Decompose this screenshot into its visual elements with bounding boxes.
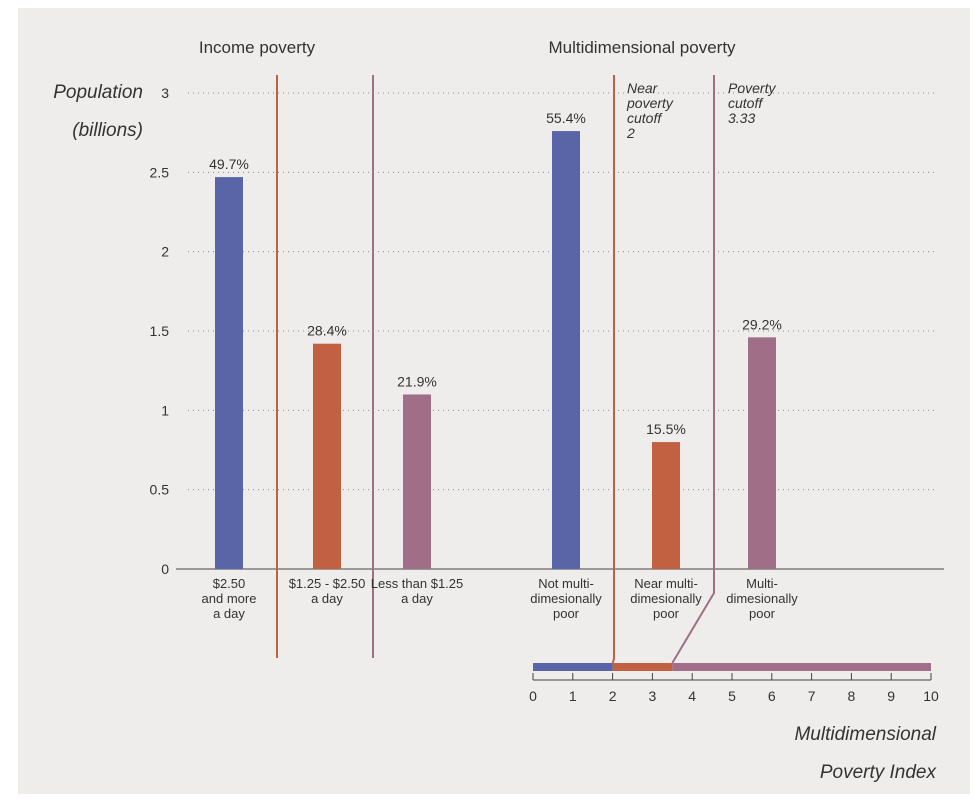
category-label: a day	[311, 591, 343, 606]
y-axis-label: Population	[53, 82, 143, 103]
y-axis-label: (billions)	[72, 120, 143, 141]
near-poverty-cutoff-line	[611, 75, 615, 664]
y-tick-label: 2	[161, 244, 169, 260]
mpi-tick-label: 9	[887, 688, 895, 704]
bar	[215, 177, 243, 570]
mpi-tick-label: 2	[609, 688, 617, 704]
category-label: poor	[553, 606, 580, 621]
bar	[552, 131, 580, 569]
category-label: and more	[202, 591, 257, 606]
bar	[403, 394, 431, 569]
mpi-tick-label: 6	[768, 688, 776, 704]
mpi-segment	[612, 663, 673, 671]
poverty-cutoff-line	[671, 75, 715, 664]
bar	[748, 337, 776, 569]
bar	[652, 442, 680, 569]
bar-value-label: 49.7%	[209, 156, 249, 172]
mpi-tick-label: 8	[848, 688, 856, 704]
group-title-income: Income poverty	[199, 38, 316, 57]
y-tick-label: 3	[161, 85, 169, 101]
cutoff-label: Poverty	[728, 80, 776, 96]
y-tick-label: 2.5	[150, 164, 170, 180]
cutoff-label: 2	[626, 125, 635, 141]
y-tick-label: 0.5	[150, 482, 170, 498]
category-label: dimesionally	[630, 591, 702, 606]
mpi-tick-label: 10	[923, 688, 939, 704]
category-label: $1.25 - $2.50	[289, 576, 366, 591]
y-tick-label: 1	[161, 402, 169, 418]
mpi-tick-label: 0	[529, 688, 537, 704]
category-label: poor	[749, 606, 776, 621]
mpi-segment	[672, 663, 931, 671]
group-title-multidimensional: Multidimensional poverty	[548, 38, 736, 57]
category-label: a day	[401, 591, 433, 606]
mpi-tick-label: 3	[649, 688, 657, 704]
cutoff-label: cutoff	[728, 95, 764, 111]
bar-value-label: 28.4%	[307, 323, 347, 339]
bar	[313, 343, 341, 569]
category-label: Not multi-	[538, 576, 594, 591]
mpi-tick-label: 5	[728, 688, 736, 704]
cutoff-label: cutoff	[627, 110, 663, 126]
category-label: poor	[653, 606, 680, 621]
cutoff-label: 3.33	[728, 110, 755, 126]
category-label: dimesionally	[726, 591, 798, 606]
category-label: dimesionally	[530, 591, 602, 606]
mpi-axis-label: Multidimensional	[794, 724, 936, 745]
mpi-tick-label: 4	[688, 688, 696, 704]
y-tick-label: 0	[161, 561, 169, 577]
category-label: a day	[213, 606, 245, 621]
bar-value-label: 15.5%	[646, 421, 686, 437]
cutoff-label: Near	[627, 80, 659, 96]
bar-value-label: 21.9%	[397, 373, 437, 389]
mpi-segment	[533, 663, 613, 671]
category-label: Near multi-	[634, 576, 698, 591]
mpi-tick-label: 7	[808, 688, 816, 704]
category-label: Multi-	[746, 576, 778, 591]
mpi-axis-label: Poverty Index	[820, 762, 938, 783]
cutoff-label: poverty	[626, 95, 674, 111]
category-label: Less than $1.25	[371, 576, 464, 591]
bar-value-label: 29.2%	[742, 316, 782, 332]
y-tick-label: 1.5	[150, 323, 170, 339]
mpi-tick-label: 1	[569, 688, 577, 704]
chart-panel: 0 0.5 1 1.5 2 2.5 3 Population (billions) Income …	[18, 8, 970, 794]
bar-value-label: 55.4%	[546, 110, 586, 126]
category-label: $2.50	[213, 576, 246, 591]
poverty-chart: 0 0.5 1 1.5 2 2.5 3 Population (billions) Income …	[53, 38, 944, 783]
